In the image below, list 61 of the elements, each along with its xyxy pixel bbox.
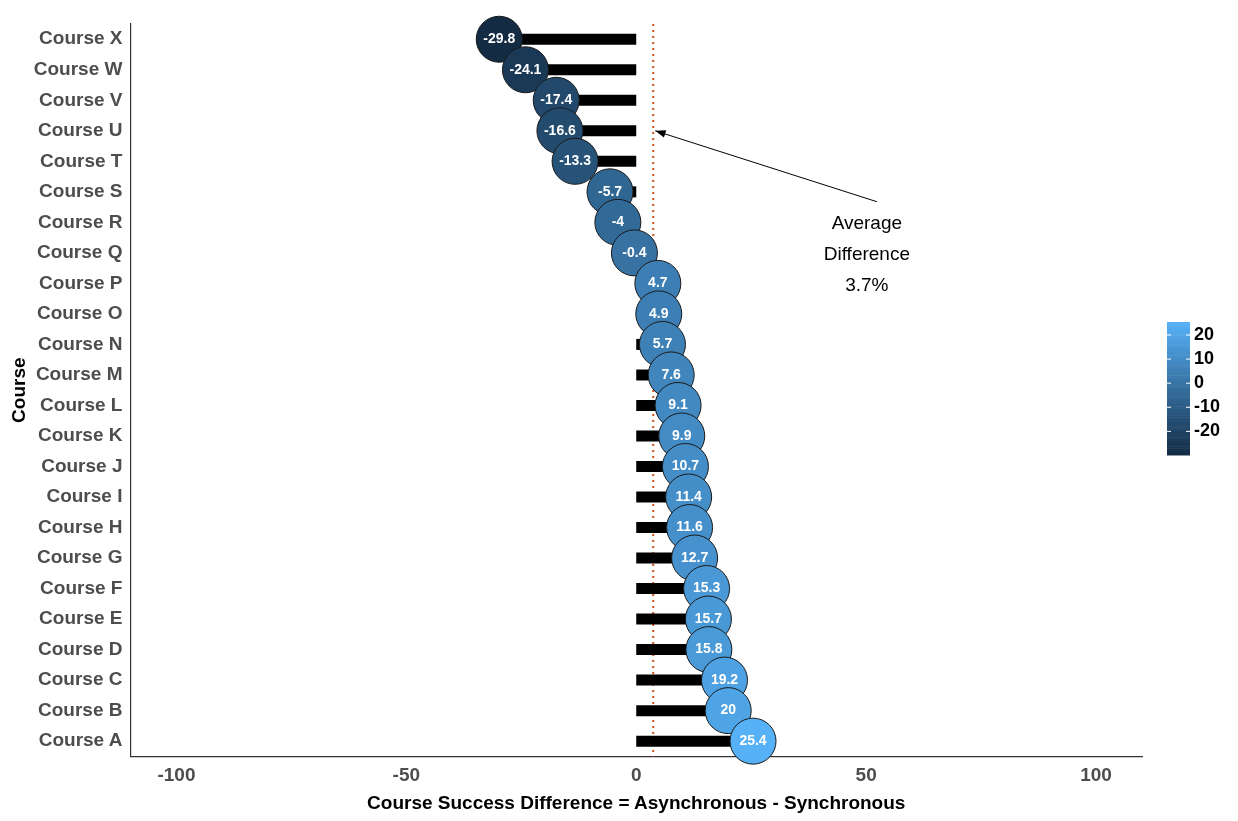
- y-tick-label: Course K: [38, 424, 123, 446]
- data-label: 11.4: [675, 487, 703, 504]
- y-tick-label: Course F: [40, 576, 123, 598]
- data-label: -13.3: [559, 152, 592, 169]
- y-tick-label: Course W: [33, 58, 123, 80]
- data-label: 11.6: [676, 518, 704, 535]
- data-label: 7.6: [661, 365, 682, 382]
- data-label: 15.7: [694, 609, 723, 626]
- y-tick-label: Course C: [38, 668, 123, 690]
- data-label: 12.7: [681, 548, 709, 565]
- y-tick-label: Course H: [38, 515, 123, 537]
- color-bar-label: -10: [1194, 396, 1221, 417]
- y-tick-label: Course Q: [36, 241, 123, 263]
- x-tick-label: 50: [855, 764, 877, 786]
- y-tick-label: Course J: [41, 454, 123, 476]
- y-tick-label: Course B: [38, 698, 123, 720]
- data-label: -16.6: [543, 121, 577, 138]
- x-tick-label: 100: [1080, 764, 1112, 786]
- color-bar-label: 0: [1194, 372, 1205, 393]
- data-label: 25.4: [739, 732, 767, 748]
- data-label: 15.8: [695, 640, 723, 657]
- y-tick-label: Course V: [39, 88, 123, 110]
- data-label: 9.1: [668, 396, 689, 413]
- y-tick-label: Course X: [39, 27, 123, 49]
- x-tick-label: -100: [157, 764, 196, 786]
- data-label: 19.2: [710, 670, 739, 687]
- data-label: -17.4: [540, 91, 573, 108]
- data-label: 9.9: [672, 426, 692, 443]
- y-tick-label: Course U: [38, 119, 123, 141]
- color-bar-label: -20: [1194, 420, 1221, 441]
- y-tick-label: Course O: [36, 302, 123, 324]
- color-bar-label: 20: [1194, 323, 1215, 344]
- y-tick-label: Course G: [36, 546, 123, 568]
- x-axis-title: Course Success Difference = Asynchronous - Synchronous: [367, 791, 906, 813]
- y-tick-label: Course E: [39, 607, 123, 629]
- y-tick-label: Course S: [39, 180, 123, 202]
- annotation: Average Difference 3.7%: [823, 211, 910, 295]
- y-tick-label: Course T: [40, 149, 123, 171]
- y-tick-label: Course M: [35, 363, 123, 385]
- y-tick-label: Course R: [38, 210, 123, 232]
- data-label: -29.8: [483, 30, 516, 47]
- data-label: -5.7: [597, 182, 623, 199]
- data-label: 5.7: [652, 335, 673, 352]
- y-tick-label: Course I: [46, 485, 123, 507]
- y-axis-title: Course: [7, 357, 29, 423]
- data-label: 10.7: [671, 457, 700, 474]
- color-bar-label: 10: [1194, 348, 1215, 369]
- y-tick-label: Course D: [38, 637, 123, 659]
- y-tick-label: Course N: [38, 332, 123, 354]
- data-label: -4: [611, 213, 625, 230]
- data-label: -24.1: [509, 60, 542, 77]
- x-tick-label: -50: [392, 764, 421, 786]
- data-label: 4.7: [648, 274, 668, 291]
- data-label: 20: [720, 701, 737, 718]
- data-label: 15.3: [692, 579, 721, 596]
- y-tick-label: Course P: [39, 271, 123, 293]
- data-label: 4.9: [649, 304, 669, 321]
- data-label: -0.4: [622, 243, 647, 260]
- y-tick-label: Course A: [38, 729, 123, 751]
- y-tick-label: Course L: [40, 393, 123, 415]
- x-tick-label: 0: [630, 764, 642, 786]
